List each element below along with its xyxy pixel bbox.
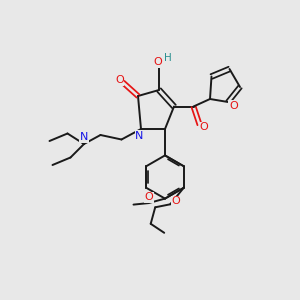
Text: N: N	[80, 132, 88, 142]
Text: O: O	[172, 196, 181, 206]
Text: O: O	[145, 192, 154, 202]
Text: N: N	[135, 130, 144, 141]
Text: O: O	[229, 100, 238, 111]
Text: H: H	[164, 53, 171, 63]
Text: O: O	[153, 57, 162, 67]
Text: O: O	[115, 75, 124, 85]
Text: O: O	[200, 122, 208, 133]
